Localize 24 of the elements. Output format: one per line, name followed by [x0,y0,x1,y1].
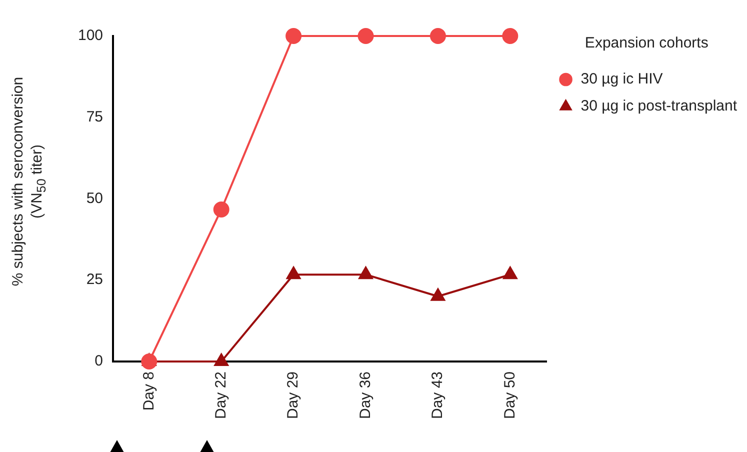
x-tick-label: Day 50 [501,371,518,420]
point [358,28,374,44]
x-tick-label: Day 36 [356,371,374,420]
legend-label: 30 µg ic HIV [580,70,663,88]
y-tick-label: 0 [94,352,104,370]
x-tick-label: Day 29 [284,371,302,420]
x-tick-label: Day 8 [140,371,158,411]
y-tick-label: 75 [86,108,104,126]
point [286,266,301,280]
point [358,266,373,280]
point [502,28,518,44]
point [214,353,228,366]
x-tick-label: Day 43 [429,371,446,420]
point [430,288,446,301]
legend-title: Expansion cohorts [584,34,708,52]
legend-label: 30 µg ic post-transplant [580,98,738,115]
point [430,28,446,44]
x-tick-label: Day 22 [212,371,230,420]
point [213,201,230,218]
y-tick-label: 100 [78,27,104,44]
y-tick-label: 50 [86,190,104,207]
point [286,28,302,44]
point [503,266,518,280]
y-tick-label: 25 [86,271,104,288]
